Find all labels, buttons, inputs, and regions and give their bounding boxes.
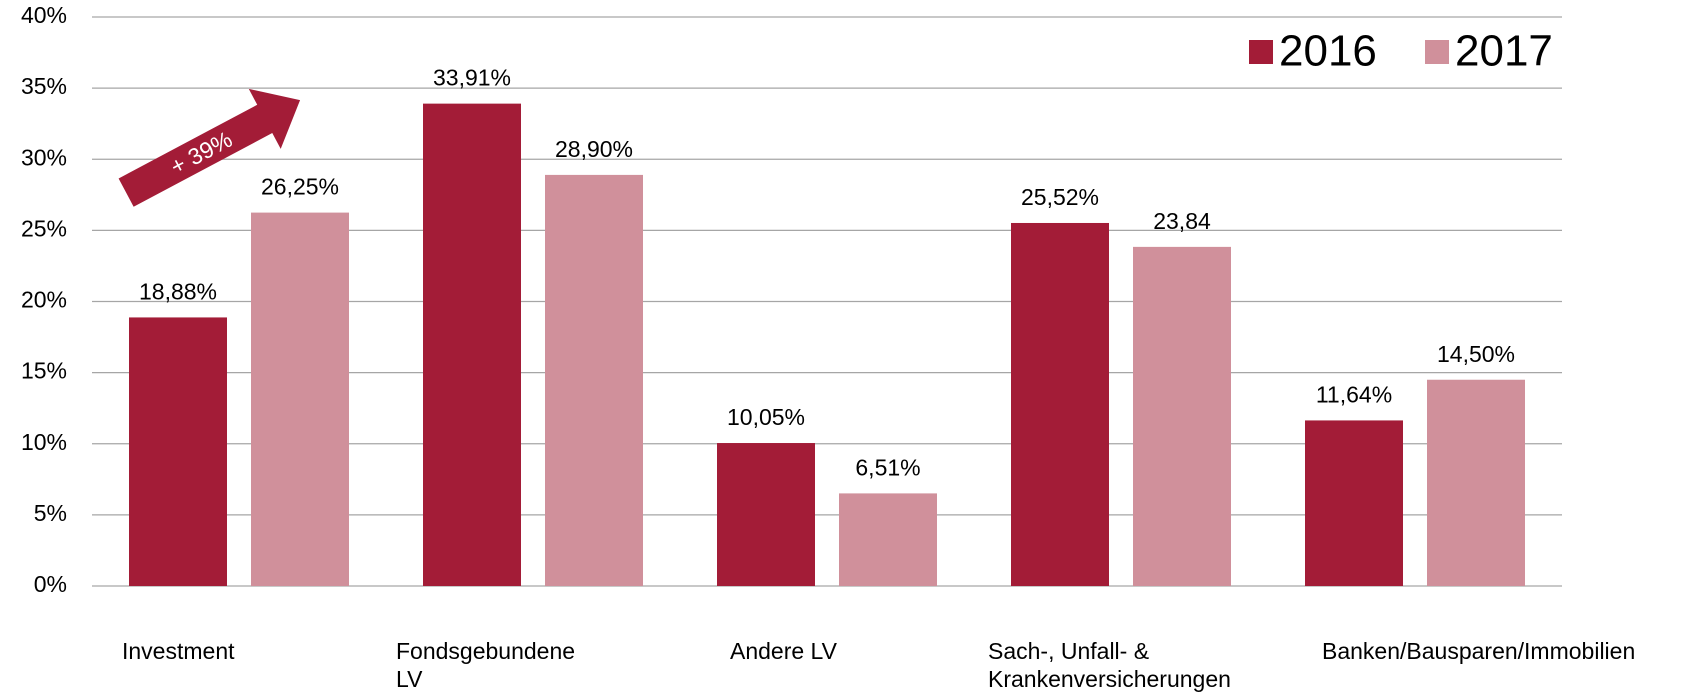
bar	[1305, 420, 1403, 586]
value-label: 28,90%	[555, 136, 633, 162]
x-tick-label: Banken/Bausparen/Immobilien	[1322, 638, 1636, 664]
legend-swatch	[1425, 40, 1449, 64]
y-tick-label: 20%	[21, 287, 67, 313]
value-label: 10,05%	[727, 404, 805, 430]
value-label: 33,91%	[433, 65, 511, 91]
bar	[839, 493, 937, 586]
bar	[1427, 379, 1525, 586]
annotation-text: + 39%	[166, 126, 236, 180]
bar	[129, 317, 227, 586]
annotation-arrow: + 39%	[118, 88, 301, 207]
value-label: 18,88%	[139, 279, 217, 305]
bar	[1011, 222, 1109, 586]
x-tick-label: Fondsgebundene LV	[396, 638, 576, 692]
value-label: 23,84	[1153, 208, 1211, 234]
y-tick-label: 5%	[34, 500, 67, 526]
bar	[251, 212, 349, 586]
value-label: 26,25%	[261, 174, 339, 200]
legend-label: 2017	[1455, 27, 1553, 76]
arrow-shape	[118, 88, 301, 207]
y-tick-label: 35%	[21, 73, 67, 99]
y-tick-label: 40%	[21, 2, 67, 28]
y-tick-label: 0%	[34, 571, 67, 597]
legend-swatch	[1249, 40, 1273, 64]
x-tick-label: Andere LV	[730, 638, 837, 664]
value-label: 11,64%	[1316, 381, 1392, 407]
bar	[717, 443, 815, 586]
bar	[1133, 246, 1231, 586]
legend-label: 2016	[1279, 27, 1377, 76]
value-label: 25,52%	[1021, 184, 1099, 210]
bar	[545, 174, 643, 586]
x-tick-label: Investment	[122, 638, 235, 664]
y-tick-label: 25%	[21, 215, 67, 241]
x-tick-label: Sach-, Unfall- & Krankenversicherungen	[988, 638, 1231, 692]
value-label: 14,50%	[1437, 341, 1515, 367]
y-tick-label: 30%	[21, 144, 67, 170]
value-label: 6,51%	[855, 454, 920, 480]
bar	[423, 103, 521, 586]
y-tick-label: 10%	[21, 429, 67, 455]
y-tick-label: 15%	[21, 358, 67, 384]
